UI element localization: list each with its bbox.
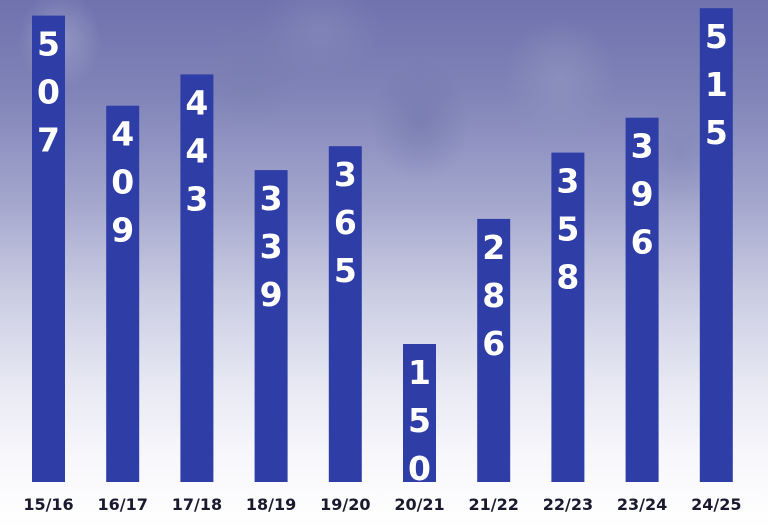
category-label: 23/24 xyxy=(617,495,667,514)
bar xyxy=(477,218,511,482)
bar xyxy=(328,146,362,482)
category-label: 21/22 xyxy=(469,495,519,514)
category-label: 22/23 xyxy=(543,495,593,514)
bar xyxy=(32,15,65,482)
bar xyxy=(551,152,585,482)
category-label: 17/18 xyxy=(172,495,222,514)
category-label: 15/16 xyxy=(23,495,73,514)
bar xyxy=(180,74,214,483)
bar xyxy=(699,8,733,482)
category-label: 16/17 xyxy=(98,495,148,514)
category-label: 20/21 xyxy=(394,495,444,514)
category-label: 19/20 xyxy=(320,495,370,514)
bar-group: 3 9 6 23/24 xyxy=(617,117,667,514)
bar-group: 3 5 8 22/23 xyxy=(543,152,593,514)
bar-group: 5 1 5 24/25 xyxy=(691,8,741,514)
bar-group: 5 0 7 15/16 xyxy=(23,15,74,514)
bar xyxy=(403,344,436,482)
bar-group: 3 3 9 18/19 xyxy=(246,170,296,514)
bar xyxy=(106,105,140,482)
category-label: 24/25 xyxy=(691,495,741,514)
bar-group: 2 8 6 21/22 xyxy=(469,218,519,514)
bar-group: 3 6 5 19/20 xyxy=(320,146,370,514)
bar xyxy=(254,170,288,482)
bar-group: 1 5 0 20/21 xyxy=(394,344,445,514)
bar xyxy=(625,117,659,482)
bar-group: 4 0 9 16/17 xyxy=(98,105,148,514)
bar-group: 4 4 3 17/18 xyxy=(172,74,222,514)
category-label: 18/19 xyxy=(246,495,296,514)
